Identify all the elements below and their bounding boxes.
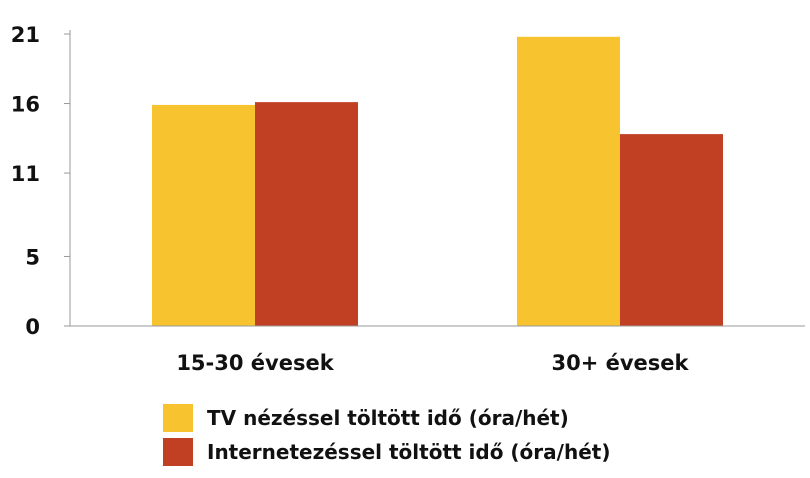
bar-tv-30plus: [517, 36, 620, 327]
legend-swatch-internet: [163, 438, 193, 466]
y-axis-ticks: 0 5 11 16 21: [11, 23, 70, 339]
y-tick-label: 0: [25, 315, 40, 339]
axes: [69, 30, 805, 327]
bar-internet-15-30: [255, 102, 358, 326]
bar-internet-30plus: [620, 134, 723, 326]
y-tick-label: 21: [11, 23, 40, 47]
y-tick-label: 5: [25, 245, 40, 269]
legend-label-internet: Internetezéssel töltött idő (óra/hét): [207, 440, 610, 464]
x-axis-categories: 15-30 évesek 30+ évesek: [176, 351, 689, 375]
bar-tv-15-30: [152, 104, 255, 327]
legend-swatch-tv: [163, 404, 193, 432]
x-category-label: 15-30 évesek: [176, 351, 334, 375]
legend: TV nézéssel töltött idő (óra/hét) Interne…: [163, 404, 610, 466]
bars: [152, 36, 723, 327]
y-tick-label: 11: [11, 162, 40, 186]
legend-label-tv: TV nézéssel töltött idő (óra/hét): [207, 406, 569, 430]
y-tick-label: 16: [11, 93, 40, 117]
x-category-label: 30+ évesek: [551, 351, 689, 375]
